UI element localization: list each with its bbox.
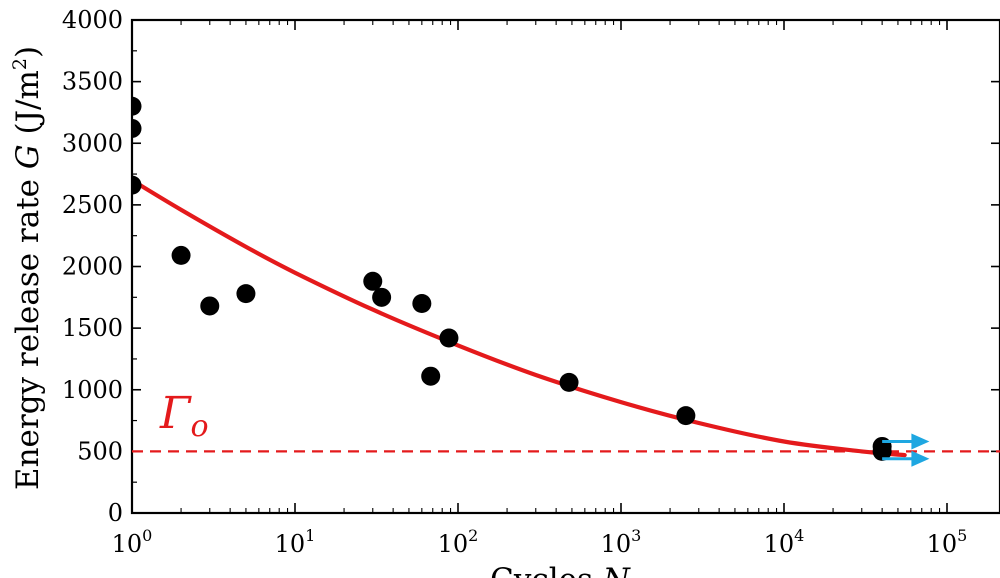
x-tick-label-exponent: 5 [957,526,967,545]
y-axis-title-units: (J/m [10,70,46,144]
data-point [372,287,392,307]
y-tick-label: 2000 [62,253,123,281]
x-tick-label-exponent: 4 [794,526,804,545]
x-tick-label-base: 10 [764,530,795,558]
data-point [200,296,220,316]
data-point [872,441,892,461]
x-tick-label-base: 10 [112,530,143,558]
y-tick-label: 1500 [62,314,123,342]
plot-frame [130,18,1000,515]
y-tick-label: 4000 [62,6,123,34]
y-axis-title-exponent: 2 [9,58,31,70]
runout-arrow-head [911,433,930,450]
x-axis-title-text: Cycles [490,562,603,578]
y-tick-label: 3000 [62,129,123,157]
fit-curve [132,178,907,458]
x-axis-ticks: 100 101 102 103 104 105 [112,20,968,558]
y-tick-label: 3500 [62,68,123,96]
y-axis-title-close: ) [10,46,46,58]
plot-area-border [130,18,1000,515]
x-tick-label: 101 [275,526,316,558]
x-tick-label-exponent: 1 [305,526,315,545]
x-tick-label: 100 [112,526,153,558]
data-points-group [132,96,892,461]
x-axis-title-variable: N [602,562,632,578]
fit-curve-group [132,178,907,458]
data-point [363,271,383,291]
data-point [412,293,432,313]
data-point [236,284,256,304]
runout-arrows-group [882,433,930,467]
x-tick-label: 105 [927,526,968,558]
y-tick-label: 2500 [62,191,123,219]
data-point [171,245,191,265]
x-tick-label-base: 10 [275,530,306,558]
y-axis-title-text: Energy release rate [10,169,46,490]
x-axis-title: Cycles N [490,562,632,578]
x-tick-label-base: 10 [601,530,632,558]
runout-arrow-head [911,450,930,467]
y-tick-label: 1000 [62,376,123,404]
data-point [132,118,142,138]
x-tick-label: 104 [764,526,805,558]
x-tick-label-exponent: 0 [142,526,152,545]
x-tick-label: 102 [438,526,479,558]
y-tick-label: 0 [108,499,123,527]
x-tick-label-exponent: 2 [468,526,478,545]
data-point [559,372,579,392]
y-axis-title: Energy release rate G (J/m2) [9,46,46,490]
y-axis-title-variable: G [10,144,46,169]
threshold-annotation-subscript: o [191,409,209,444]
threshold-annotation: Γo [159,388,209,444]
x-tick-label-base: 10 [927,530,958,558]
x-tick-label-base: 10 [438,530,469,558]
y-tick-label: 500 [77,437,123,465]
data-point [421,366,441,386]
x-tick-label-exponent: 3 [631,526,641,545]
threshold-annotation-symbol: Γ [159,388,192,439]
x-tick-label: 103 [601,526,642,558]
data-point [132,175,142,195]
data-point [132,96,142,116]
data-point [676,406,696,426]
data-point [439,328,459,348]
y-axis-ticks: 0 500 1000 1500 2000 2500 3000 3500 4000 [62,6,1000,527]
